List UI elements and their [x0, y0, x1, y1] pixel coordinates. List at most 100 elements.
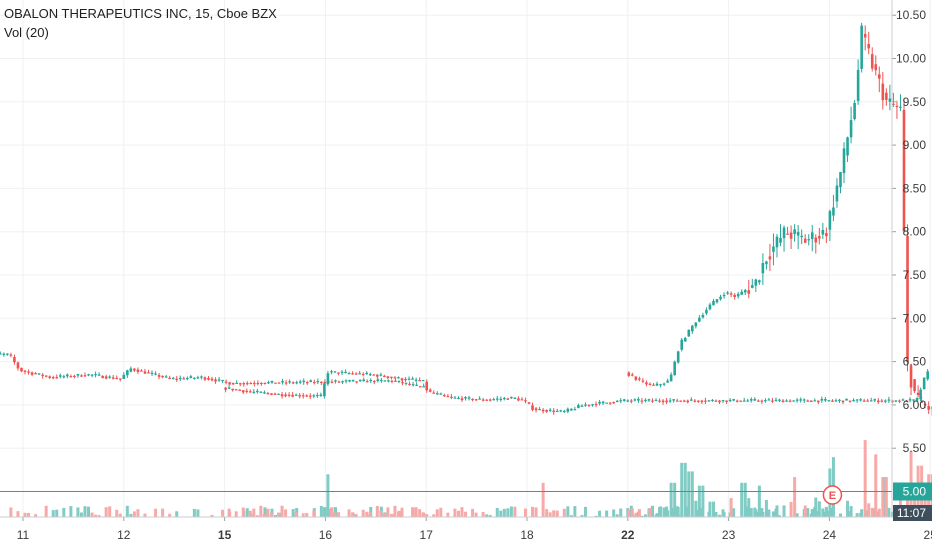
volume-bar [683, 462, 687, 517]
candle-body [361, 373, 365, 376]
candle-body [305, 395, 309, 397]
candle-body [683, 337, 687, 342]
candle-body [842, 148, 846, 174]
candle-body [478, 398, 481, 400]
candle-body [481, 399, 485, 401]
y-tick-label: 8.50 [903, 181, 927, 195]
candle-body [227, 387, 231, 389]
candle-body [249, 391, 252, 393]
candle-body [203, 377, 207, 380]
candle-body [380, 379, 383, 382]
candle-body [312, 395, 316, 397]
candle-body [207, 377, 210, 380]
volume-bar [803, 505, 807, 517]
candle-body [330, 381, 334, 383]
candle-body [774, 399, 778, 401]
volume-bar [767, 509, 771, 517]
candle-body [930, 407, 932, 409]
candle-body [30, 372, 34, 375]
volume-bar [860, 509, 864, 517]
candle-body [503, 397, 506, 400]
volume-bar [51, 510, 55, 517]
candle-body [834, 400, 838, 402]
candle-body [287, 394, 291, 396]
candle-body [700, 400, 704, 403]
candle-body [817, 400, 820, 403]
volume-bar [396, 512, 400, 517]
candle-body [495, 398, 499, 400]
candle-body [831, 400, 834, 402]
volume-bar [241, 507, 245, 517]
candle-body [319, 394, 323, 397]
candle-body [527, 402, 531, 404]
candle-body [729, 293, 733, 295]
candle-body [691, 325, 694, 332]
candle-body [627, 372, 631, 376]
candle-body [369, 379, 373, 382]
candle-body [753, 399, 757, 401]
volume-bar [259, 505, 263, 517]
volume-bar [319, 506, 323, 517]
candle-body [450, 396, 453, 398]
candle-body [157, 375, 161, 377]
candle-body [316, 394, 319, 397]
volume-bar [669, 482, 673, 517]
x-tick-label: 11 [17, 528, 30, 542]
volume-bar [541, 482, 545, 517]
volume-bar [94, 514, 98, 517]
candle-body [80, 375, 83, 377]
candle-body [414, 379, 418, 381]
candle-body [778, 399, 781, 401]
volume-bar [411, 507, 415, 517]
candle-body [570, 408, 573, 411]
volume-bar [329, 507, 333, 517]
volume-bar [722, 512, 726, 517]
candle-body [284, 382, 288, 384]
last-price-badge [893, 482, 932, 501]
candle-body [765, 261, 768, 265]
candle-body [189, 376, 193, 378]
candle-body [708, 304, 712, 310]
volume-bar [634, 512, 638, 517]
candle-body [870, 54, 874, 69]
candle-body [407, 378, 411, 380]
volume-bar [580, 515, 584, 517]
chart-title[interactable]: OBALON THERAPEUTICS INC, 15, Cboe BZX [4, 6, 277, 21]
candle-body [779, 237, 782, 243]
candle-body [393, 377, 397, 379]
candle-body [446, 395, 450, 398]
volume-label[interactable]: Vol (20) [4, 25, 49, 40]
volume-bar [732, 508, 736, 517]
candle-body [867, 44, 871, 49]
candle-body [719, 296, 722, 300]
candle-body [2, 353, 6, 355]
candle-body [58, 375, 62, 377]
volume-bar [627, 509, 631, 517]
volume-bar [108, 506, 112, 517]
candle-body [221, 379, 224, 382]
candle-body [457, 397, 460, 400]
volume-bar [771, 511, 775, 517]
volume-bar [555, 510, 559, 517]
volume-bar [234, 511, 238, 517]
candle-body [541, 409, 545, 412]
candle-body [901, 399, 905, 401]
candle-body [637, 398, 640, 401]
candle-body [686, 400, 690, 403]
candle-body [439, 393, 443, 395]
volume-bar [464, 511, 468, 517]
candle-body [877, 74, 881, 79]
candle-body [168, 377, 171, 379]
volume-bar [435, 509, 439, 517]
volume-bar [255, 515, 259, 517]
volume-bar [821, 508, 825, 517]
candle-body [652, 384, 655, 386]
earnings-marker-label: E [829, 490, 836, 502]
candle-body [598, 401, 601, 404]
candle-body [164, 376, 168, 378]
volume-bar [676, 507, 680, 517]
candle-body [782, 227, 786, 239]
candle-body [499, 398, 503, 401]
volume-bar [749, 508, 753, 517]
